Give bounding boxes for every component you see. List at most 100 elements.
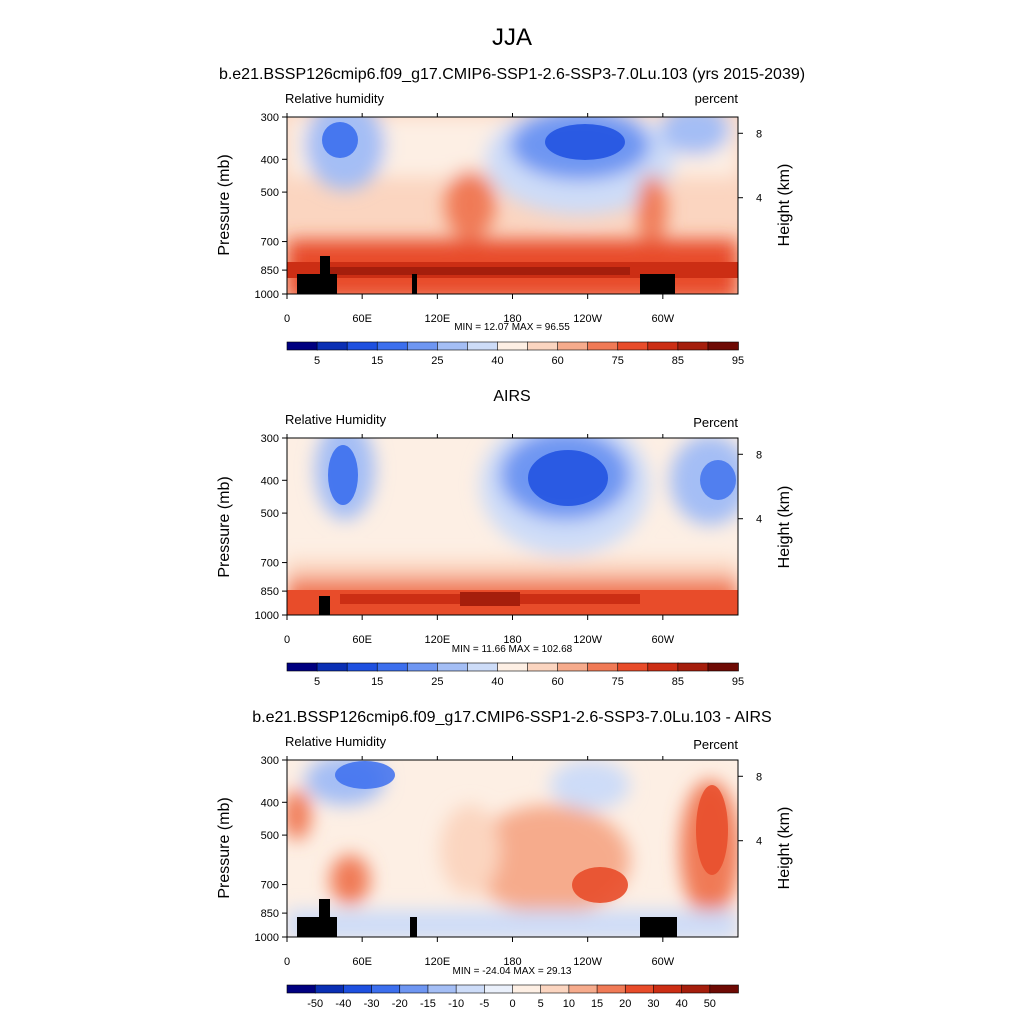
colorbar-label: 85 xyxy=(672,676,684,688)
x-tick-label: 120W xyxy=(573,634,602,646)
x-tick-label: 120W xyxy=(573,313,602,325)
y2-axis-title: Height (km) xyxy=(776,164,793,247)
y2-tick-label: 8 xyxy=(756,771,762,783)
terrain-mask xyxy=(319,596,330,615)
stats-label: MIN = -24.04 MAX = 29.13 xyxy=(453,966,572,977)
left-label: Relative Humidity xyxy=(285,734,387,749)
panel-airs: AIRS Relative Humidity Percent Pressure … xyxy=(216,388,793,688)
terrain-mask xyxy=(297,256,675,294)
colorbar-label: 50 xyxy=(704,998,716,1010)
y-tick-label: 400 xyxy=(261,154,279,166)
colorbar-swatch xyxy=(286,984,316,994)
colorbar-label: -15 xyxy=(420,998,436,1010)
colorbar-swatch xyxy=(707,341,739,351)
colorbar-swatch xyxy=(343,984,373,994)
colorbar-label: 25 xyxy=(431,355,443,367)
y-ticks: 300 400 500 700 850 1000 xyxy=(255,433,287,622)
y-tick-label: 700 xyxy=(261,237,279,249)
right-label: Percent xyxy=(693,415,738,430)
figure-title: JJA xyxy=(492,24,532,51)
y2-ticks: 84 xyxy=(738,128,762,205)
colorbar-swatch xyxy=(467,662,499,672)
y-tick-label: 850 xyxy=(261,265,279,277)
panel-model: b.e21.BSSP126cmip6.f09_g17.CMIP6-SSP1-2.… xyxy=(216,66,805,367)
colorbar-swatch xyxy=(527,662,559,672)
colorbar-label: -40 xyxy=(335,998,351,1010)
y-tick-label: 500 xyxy=(261,187,279,199)
colorbar-swatch xyxy=(314,984,345,994)
y-tick-label: 300 xyxy=(261,433,279,445)
colorbar-swatch xyxy=(617,662,649,672)
x-tick-label: 60W xyxy=(652,313,675,325)
colorbar-swatch xyxy=(346,341,378,351)
colorbar-label: 5 xyxy=(314,355,320,367)
colorbar-label: -20 xyxy=(392,998,408,1010)
colorbar-swatch xyxy=(346,662,378,672)
colorbar-label: 15 xyxy=(591,998,603,1010)
colorbar-swatch xyxy=(399,984,429,994)
colorbar-label: -50 xyxy=(307,998,323,1010)
colorbar-label: -5 xyxy=(479,998,489,1010)
colorbar-label: 75 xyxy=(612,676,624,688)
y-tick-label: 400 xyxy=(261,797,279,809)
colorbar-label: 0 xyxy=(509,998,515,1010)
x-tick-label: 180 xyxy=(503,956,521,968)
colorbar-label: 95 xyxy=(732,676,744,688)
y-tick-label: 500 xyxy=(261,830,279,842)
y2-tick-label: 4 xyxy=(756,193,762,205)
x-ticks: 0 60E 120E 180 120W 60W xyxy=(284,113,675,325)
y-tick-label: 300 xyxy=(261,112,279,124)
colorbar-swatch xyxy=(316,341,348,351)
colorbar-label: 40 xyxy=(491,676,503,688)
left-label: Relative Humidity xyxy=(285,412,387,427)
colorbar-label: 30 xyxy=(647,998,659,1010)
x-tick-label: 120E xyxy=(424,634,450,646)
colorbar-swatch xyxy=(512,984,542,994)
x-tick-label: 60E xyxy=(352,634,372,646)
colorbar: 5 15 25 40 60 75 85 95 xyxy=(286,662,744,688)
colorbar-swatch xyxy=(617,341,649,351)
colorbar-swatch xyxy=(376,662,409,672)
stats-label: MIN = 12.07 MAX = 96.55 xyxy=(454,322,570,333)
right-label: percent xyxy=(695,91,739,106)
colorbar-swatch xyxy=(540,984,570,994)
y-tick-label: 1000 xyxy=(255,289,279,301)
x-tick-label: 0 xyxy=(284,313,290,325)
x-tick-label: 60W xyxy=(652,956,675,968)
x-tick-label: 180 xyxy=(503,313,521,325)
colorbar-swatch xyxy=(455,984,486,994)
colorbar-swatch xyxy=(286,662,318,672)
colorbar-swatch xyxy=(437,341,469,351)
colorbar-swatch xyxy=(557,662,589,672)
y2-ticks: 84 xyxy=(738,771,762,848)
colorbar-swatch xyxy=(647,662,679,672)
y-tick-label: 400 xyxy=(261,475,279,487)
y-tick-label: 1000 xyxy=(255,610,279,622)
x-ticks: 0 60E 120E 180 120W 60W xyxy=(284,756,675,968)
heatmap-field xyxy=(287,760,738,937)
x-tick-label: 0 xyxy=(284,634,290,646)
colorbar-swatch xyxy=(596,984,627,994)
colorbar-swatch xyxy=(677,341,709,351)
colorbar-label: 60 xyxy=(551,676,563,688)
colorbar-swatch xyxy=(587,341,619,351)
colorbar-swatch xyxy=(286,341,318,351)
colorbar-swatch xyxy=(681,984,711,994)
colorbar-swatch xyxy=(484,984,514,994)
colorbar-swatch xyxy=(527,341,559,351)
colorbar-label: -10 xyxy=(448,998,464,1010)
colorbar: 5 15 25 40 60 75 85 95 xyxy=(286,341,744,367)
panel-difference: b.e21.BSSP126cmip6.f09_g17.CMIP6-SSP1-2.… xyxy=(216,709,793,1010)
heatmap-field xyxy=(287,117,738,294)
colorbar-swatch xyxy=(587,662,619,672)
colorbar-swatch xyxy=(557,341,589,351)
colorbar-label: 25 xyxy=(431,676,443,688)
colorbar-label: 10 xyxy=(563,998,575,1010)
y-ticks: 300 400 500 700 850 1000 xyxy=(255,755,287,944)
colorbar-swatch xyxy=(568,984,598,994)
colorbar-swatch xyxy=(316,662,348,672)
colorbar-swatch xyxy=(497,662,529,672)
colorbar-swatch xyxy=(497,341,529,351)
x-tick-label: 120E xyxy=(424,956,450,968)
